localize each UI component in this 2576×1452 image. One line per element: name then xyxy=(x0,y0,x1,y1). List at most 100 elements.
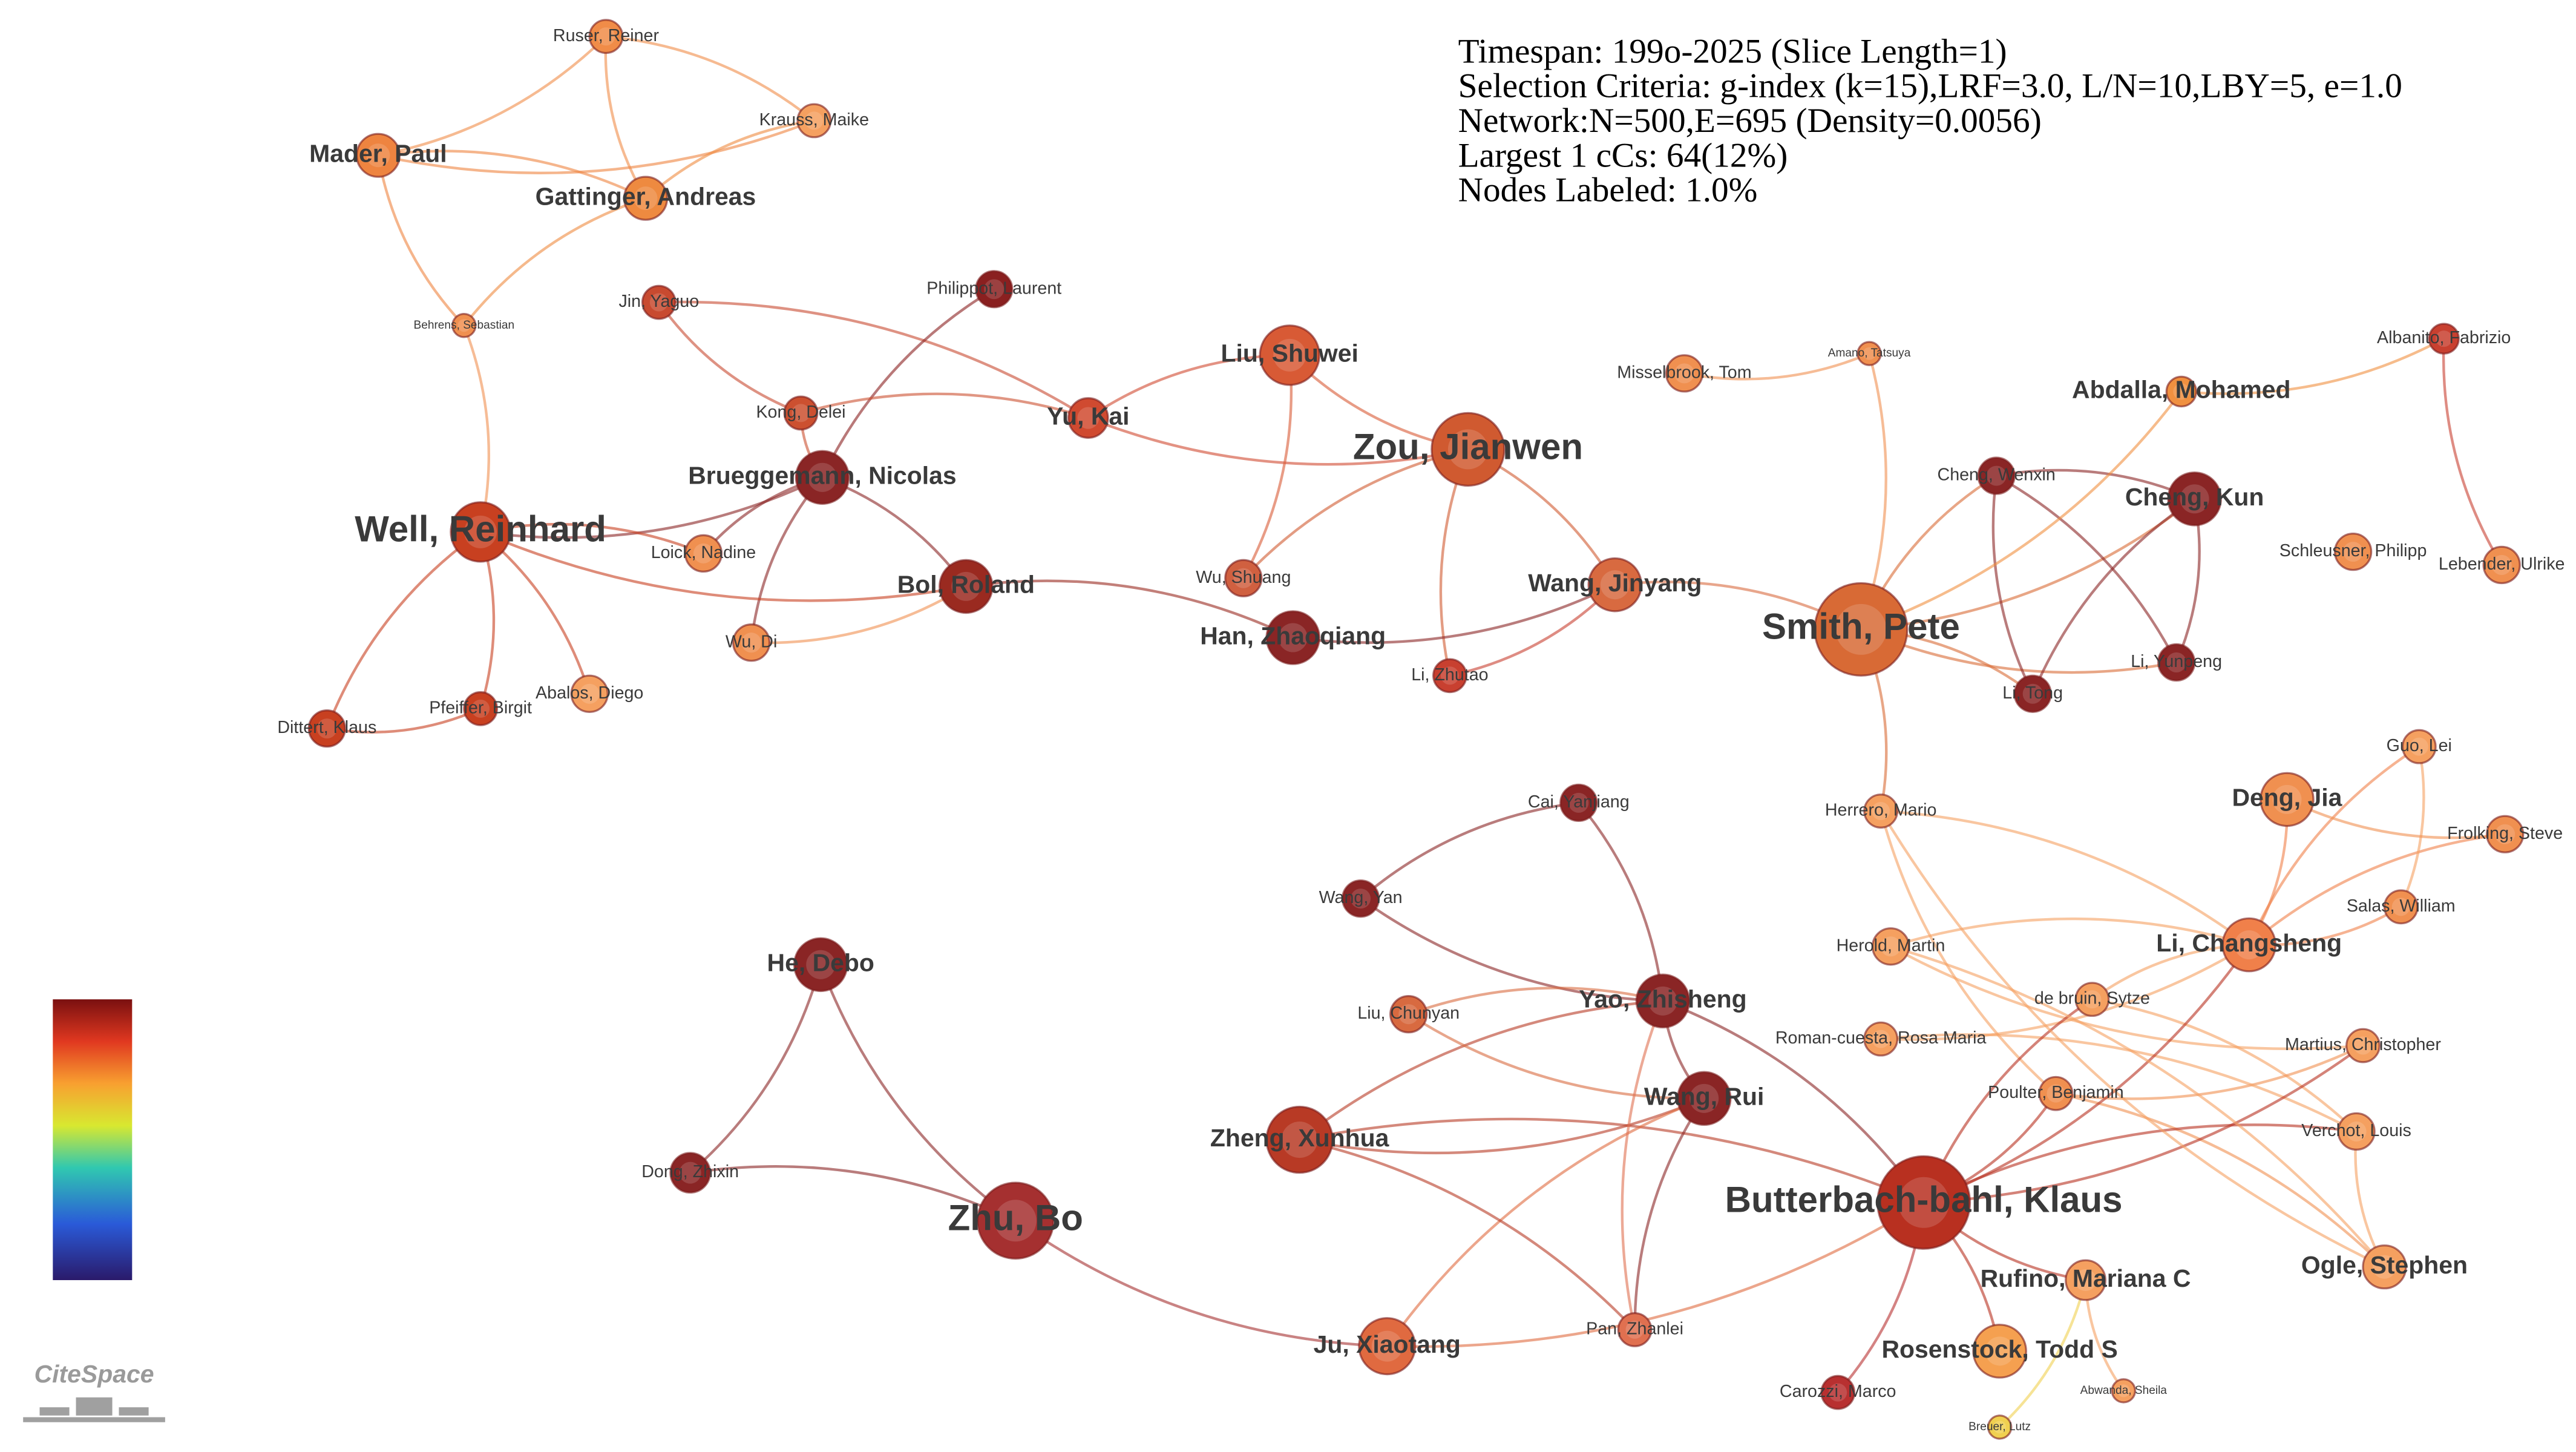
node-core xyxy=(1600,570,1630,600)
node-core xyxy=(1835,603,1887,655)
node-label: Martius, Christopher xyxy=(2285,1035,2441,1054)
node-core xyxy=(994,1200,1037,1242)
edge xyxy=(462,324,491,533)
edge xyxy=(2442,338,2503,566)
node-label: Gattinger, Andreas xyxy=(536,182,756,210)
node-core xyxy=(2272,784,2302,814)
node-label: Frolking, Steve xyxy=(2447,824,2563,843)
node-label: Mader, Paul xyxy=(309,139,447,167)
node-core xyxy=(457,319,471,332)
node xyxy=(2221,917,2276,973)
edge xyxy=(2092,997,2358,1133)
node-core xyxy=(741,632,762,653)
node-label: Ju, Xiaotang xyxy=(1314,1330,1461,1358)
node-label: Dong, Zhixin xyxy=(641,1162,739,1181)
node xyxy=(793,937,848,993)
node-core xyxy=(2047,1084,2065,1103)
logo-text: CiteSpace xyxy=(34,1360,154,1388)
node xyxy=(796,103,832,139)
edge xyxy=(658,301,802,415)
node xyxy=(939,559,994,614)
node xyxy=(2074,982,2110,1017)
edge xyxy=(1386,1097,1705,1347)
edge xyxy=(1633,1097,1705,1330)
edge xyxy=(1408,987,1663,1016)
node xyxy=(570,674,609,713)
node-core xyxy=(1273,338,1306,372)
node-core xyxy=(1898,1177,1950,1228)
node-label: Zou, Jianwen xyxy=(1353,426,1583,467)
edge xyxy=(1299,999,1663,1141)
node-label: Cheng, Wenxin xyxy=(1938,465,2056,485)
node xyxy=(2333,532,2373,571)
node xyxy=(2065,1259,2106,1301)
node-core xyxy=(2495,824,2515,844)
node-core xyxy=(2346,1121,2367,1142)
node xyxy=(1265,1105,1334,1174)
node-label: Pfeiffer, Birgit xyxy=(429,698,532,717)
header-line: Largest 1 cCs: 64(12%) xyxy=(1458,136,1788,174)
node-core xyxy=(2180,484,2209,514)
node-label: Wu, Di xyxy=(726,632,777,651)
node-core xyxy=(1863,347,1876,360)
node-label: Kong, Delei xyxy=(756,402,845,422)
edge xyxy=(966,579,1294,639)
node xyxy=(463,691,499,726)
node-label: Yu, Kai xyxy=(1047,402,1129,430)
node xyxy=(1341,879,1380,918)
node xyxy=(2337,1112,2376,1151)
node xyxy=(669,1152,712,1194)
edge xyxy=(326,707,481,734)
node-label: Well, Reinhard xyxy=(355,509,606,550)
node-label: Philippot, Laurent xyxy=(926,278,1061,298)
node-label: Bol, Roland xyxy=(897,571,1035,599)
node xyxy=(1389,995,1428,1034)
edge xyxy=(1578,801,1665,1002)
edge xyxy=(1408,1013,1705,1100)
node-core xyxy=(2436,330,2453,347)
edge xyxy=(1890,917,2250,948)
node-label: Rufino, Mariana C xyxy=(1981,1264,2191,1292)
node xyxy=(623,176,669,221)
node xyxy=(1067,397,1109,439)
node-core xyxy=(1077,407,1100,429)
edge xyxy=(1299,1097,1705,1155)
edge xyxy=(480,530,966,602)
node xyxy=(1265,610,1320,665)
node-core xyxy=(2353,1036,2372,1055)
edge xyxy=(819,964,1017,1222)
node xyxy=(1432,658,1467,694)
node-label: Butterbach-bahl, Klaus xyxy=(1725,1180,2123,1220)
edge xyxy=(1880,810,2385,1269)
node-core xyxy=(1625,1320,1644,1339)
node-label: Deng, Jia xyxy=(2232,784,2342,812)
node-core xyxy=(1881,936,1901,957)
node-core xyxy=(693,543,713,563)
node-label: Krauss, Maike xyxy=(759,110,869,130)
node-label: Liu, Chunyan xyxy=(1357,1004,1460,1023)
edge xyxy=(1242,448,1469,579)
node-label: Lebender, Ulrike xyxy=(2439,554,2565,574)
node-core xyxy=(2166,652,2187,672)
node xyxy=(1431,412,1506,487)
edge xyxy=(1014,1220,1388,1348)
node xyxy=(1863,793,1899,829)
node-label: Misselbrook, Tom xyxy=(1617,363,1751,382)
node-label: Yao, Zhisheng xyxy=(1579,985,1746,1013)
node xyxy=(2362,1244,2407,1290)
color-legend xyxy=(53,999,133,1281)
node-label: Guo, Lei xyxy=(2387,736,2452,755)
edge xyxy=(2399,746,2425,908)
edge xyxy=(1999,1280,2087,1428)
node-label: Herold, Martin xyxy=(1837,936,1945,955)
node-core xyxy=(1398,1004,1419,1025)
edge xyxy=(1991,475,2034,695)
edge xyxy=(1293,583,1616,644)
node xyxy=(2167,471,2222,527)
edge xyxy=(1890,945,2386,1268)
node-core xyxy=(1829,1383,1847,1402)
node-core xyxy=(1233,568,1254,588)
node-core xyxy=(2173,383,2190,400)
